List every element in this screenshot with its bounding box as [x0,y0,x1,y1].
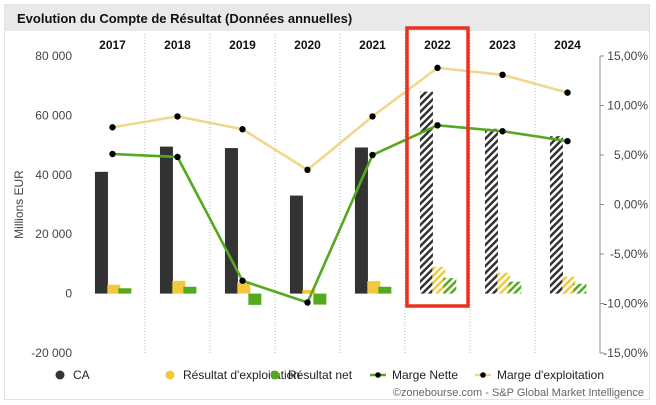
bar-2 [118,288,132,294]
title-bar: Evolution du Compte de Résultat (Données… [5,5,649,31]
bar-0 [419,91,433,294]
y2-tick-label: -10,00% [603,297,648,311]
legend-swatch [165,370,175,380]
bar-0 [354,147,368,294]
line-point [174,113,181,120]
bar-0 [484,128,498,294]
y-tick-label: 60 000 [35,108,72,122]
highlight-box [405,26,470,308]
bar-2 [573,283,587,294]
line-point [304,166,311,174]
bar-1 [302,290,316,294]
bar-1 [562,276,576,294]
y-tick-label: 40 000 [35,168,72,182]
line-1 [112,124,568,304]
legend-swatch [55,370,65,380]
line-point [369,151,376,159]
line-point [304,299,311,306]
bar-1 [107,284,121,294]
line-point [434,64,441,72]
chart-title: Evolution du Compte de Résultat (Données… [17,11,353,26]
y2-tick-label: -5,00% [610,247,648,261]
y2-tick-label: -15,00% [603,346,648,360]
year-label: 2022 [424,38,451,52]
y-tick-label: 0 [65,287,72,301]
line-point [369,113,376,120]
bar-0 [159,146,173,294]
year-label: 2024 [554,38,581,52]
y2-tick-label: 0,00% [614,198,648,212]
y-axis-title: Millions EUR [12,170,26,239]
line-point [564,89,571,96]
bar-1 [172,280,186,294]
legend-label: Résultat d'exploitation [183,368,300,382]
legend-swatch [270,370,280,380]
legend-swatch-dot [375,372,381,378]
bar-0 [289,195,303,294]
legend-label: Résultat net [288,368,353,382]
line-point [239,277,246,284]
bar-1 [367,281,381,294]
legend-label: Marge d'exploitation [497,368,604,382]
chart-frame [4,4,650,400]
year-label: 2018 [164,38,191,52]
bar-2 [378,286,392,294]
y2-tick-label: 15,00% [607,49,648,63]
line-point [499,128,506,135]
y2-tick-label: 10,00% [607,99,648,113]
credit-text: ©zonebourse.com - S&P Global Market Inte… [392,387,644,399]
bar-2 [183,286,197,294]
line-point [239,126,246,133]
bar-2 [443,278,457,294]
legend-swatch-dot [480,372,486,378]
bar-0 [549,136,563,294]
bar-2 [248,293,262,305]
year-label: 2023 [489,38,516,52]
year-label: 2020 [294,38,321,52]
line-point [564,137,571,145]
line-point [434,122,441,129]
bar-0 [94,171,108,294]
legend-label: CA [73,368,90,382]
year-label: 2019 [229,38,256,52]
bar-1 [497,272,511,294]
line-point [499,71,506,79]
bar-0 [224,148,238,294]
bar-2 [508,281,522,294]
y-tick-label: -20 000 [31,346,72,360]
legend-label: Marge Nette [392,368,458,382]
y-tick-label: 20 000 [35,227,72,241]
line-point [109,150,116,158]
line-point [174,153,181,161]
year-label: 2017 [99,38,126,52]
y2-tick-label: 5,00% [614,148,648,162]
line-point [109,124,116,131]
bar-1 [237,282,251,294]
year-label: 2021 [359,38,386,52]
bar-1 [432,266,446,294]
y-tick-label: 80 000 [35,49,72,63]
line-0 [112,66,568,172]
bar-2 [313,293,327,305]
